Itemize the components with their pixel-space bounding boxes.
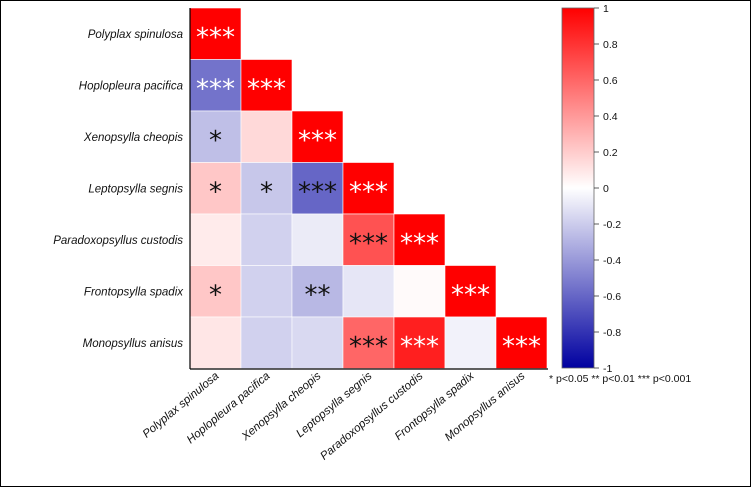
heatmap-cell <box>240 316 293 369</box>
heatmap-cell <box>189 59 242 112</box>
heatmap-cell <box>189 265 242 318</box>
row-label: Polyplax spinulosa <box>88 29 183 41</box>
heatmap-cell <box>240 265 293 318</box>
significance-mark: *** <box>451 280 490 310</box>
column-label: Hoplopleura pacifica <box>185 370 273 446</box>
heatmap-cell <box>444 265 497 318</box>
significance-mark: ** <box>305 280 331 310</box>
colorbar-scale <box>561 7 595 369</box>
significance-mark: *** <box>298 126 337 156</box>
row-label: Paradoxopsyllus custodis <box>53 235 183 247</box>
significance-mark: *** <box>349 332 388 362</box>
heatmap-cell <box>393 265 446 318</box>
colorbar: 1 0.8 0.6 0.4 0.2 0 -0.2 -0.4 -0.6 -0.8 -1 <box>561 3 621 375</box>
significance-mark: *** <box>502 332 541 362</box>
colorbar-tick-label: 0.2 <box>603 147 618 159</box>
heatmap-cell <box>240 110 293 163</box>
heatmap-cell <box>189 316 242 369</box>
colorbar-tick-label: -0.8 <box>603 327 621 339</box>
heatmap-cells <box>189 7 548 369</box>
heatmap-cell <box>291 213 344 266</box>
heatmap-cell <box>342 162 395 215</box>
significance-mark: *** <box>349 177 388 207</box>
row-label: Xenopsylla cheopis <box>83 132 183 144</box>
heatmap-cell <box>240 59 293 112</box>
significance-mark: *** <box>196 23 235 53</box>
colorbar-tick-label: 0.8 <box>603 39 618 51</box>
colorbar-tick-label: 0.6 <box>603 75 618 87</box>
colorbar-tick-label: -0.2 <box>603 219 621 231</box>
heatmap-cell <box>291 162 344 215</box>
row-label: Frontopsylla spadix <box>84 286 184 298</box>
heatmap-cell <box>342 265 395 318</box>
colorbar-tick-label: -1 <box>603 363 612 375</box>
significance-mark: *** <box>400 332 439 362</box>
significance-mark: *** <box>400 229 439 259</box>
colorbar-tick-label: 0.4 <box>603 111 618 123</box>
column-label: Paradoxopsyllus custodis <box>318 370 425 463</box>
heatmap-cell <box>444 316 497 369</box>
heatmap-cell <box>240 213 293 266</box>
significance-mark: * <box>209 126 222 156</box>
row-label: Leptopsylla segnis <box>88 183 183 195</box>
heatmap-cell <box>342 213 395 266</box>
significance-mark: *** <box>349 229 388 259</box>
heatmap-cell <box>189 213 242 266</box>
heatmap-axes <box>189 8 548 370</box>
heatmap-cell <box>291 265 344 318</box>
significance-mark: *** <box>298 177 337 207</box>
heatmap-cell <box>393 213 446 266</box>
significance-markers: ****** **** **** * *** ****** **** ** ****** *** *… <box>196 23 541 362</box>
significance-mark: * <box>209 177 222 207</box>
significance-mark: * <box>260 177 273 207</box>
colorbar-tick-label: -0.6 <box>603 291 621 303</box>
colorbar-tick-label: 1 <box>603 3 609 15</box>
row-label: Monopsyllus anisus <box>83 338 184 350</box>
colorbar-tick-label: 0 <box>603 183 609 195</box>
significance-mark: *** <box>196 74 235 104</box>
row-labels: Polyplax spinulosa Hoplopleura pacifica Xe… <box>53 29 184 350</box>
significance-legend: * p<0.05 ** p<0.01 *** p<0.001 <box>549 373 692 385</box>
significance-mark: *** <box>247 74 286 104</box>
heatmap-cell <box>393 316 446 369</box>
colorbar-tick-label: -0.4 <box>603 255 621 267</box>
heatmap-cell <box>291 316 344 369</box>
heatmap-cell <box>291 110 344 163</box>
row-label: Hoplopleura pacifica <box>79 80 183 92</box>
significance-mark: * <box>209 280 222 310</box>
heatmap-cell <box>240 162 293 215</box>
